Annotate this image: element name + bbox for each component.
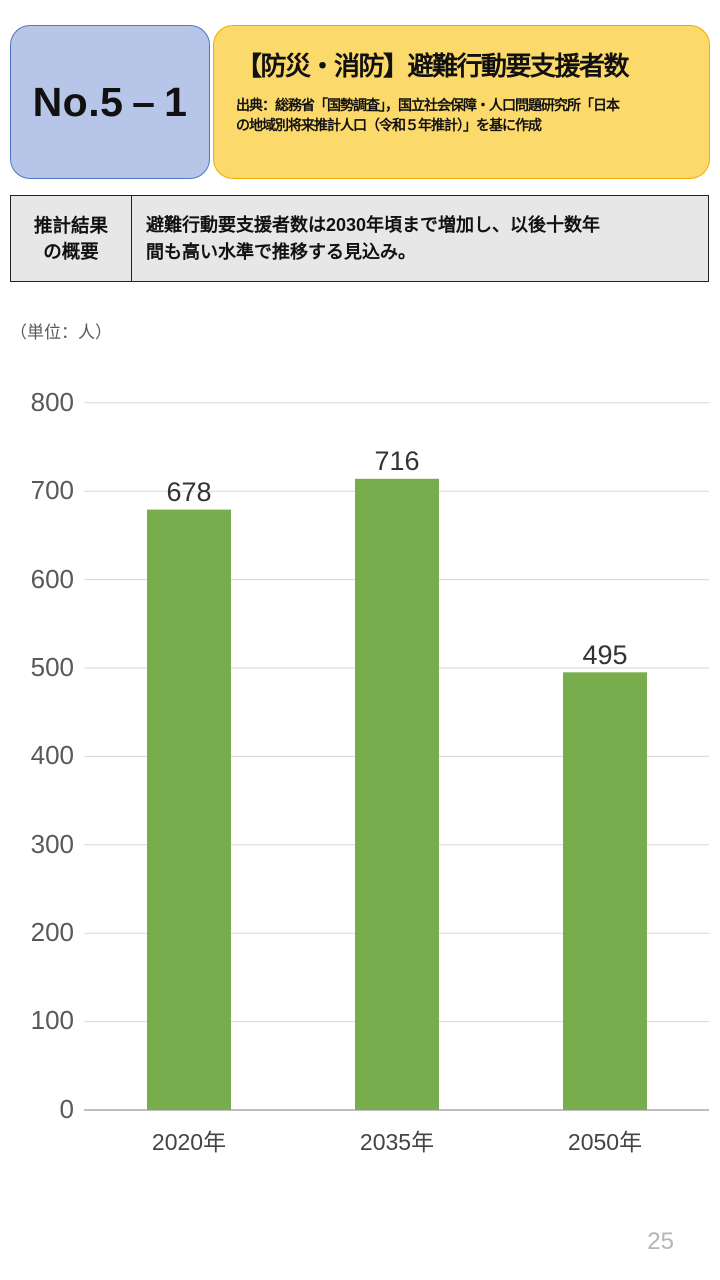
svg-text:500: 500 [31, 652, 74, 682]
svg-text:600: 600 [31, 564, 74, 594]
svg-text:700: 700 [31, 475, 74, 505]
svg-text:0: 0 [60, 1094, 74, 1124]
svg-text:300: 300 [31, 829, 74, 859]
svg-text:495: 495 [582, 640, 627, 670]
svg-text:100: 100 [31, 1005, 74, 1035]
svg-text:200: 200 [31, 917, 74, 947]
svg-text:400: 400 [31, 740, 74, 770]
svg-text:716: 716 [374, 446, 419, 476]
svg-text:800: 800 [31, 387, 74, 417]
svg-text:678: 678 [166, 477, 211, 507]
